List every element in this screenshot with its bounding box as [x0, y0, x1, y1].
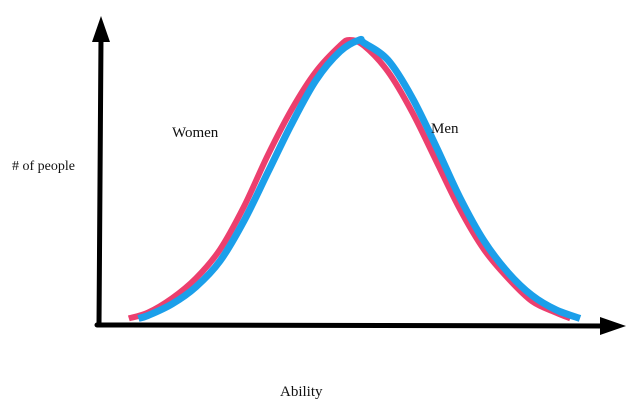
y-axis-label: # of people	[12, 159, 75, 174]
annotation-women: Women	[172, 125, 219, 141]
series-line-women	[127, 37, 572, 322]
annotation-men: Men	[431, 121, 459, 137]
series-layer	[127, 35, 582, 322]
series-line-men	[137, 35, 582, 322]
x-axis-label: Ability	[280, 384, 323, 400]
x-axis	[94, 322, 608, 329]
y-axis	[96, 35, 104, 328]
y-axis-arrowhead	[92, 16, 110, 42]
x-axis-arrowhead	[600, 317, 626, 335]
